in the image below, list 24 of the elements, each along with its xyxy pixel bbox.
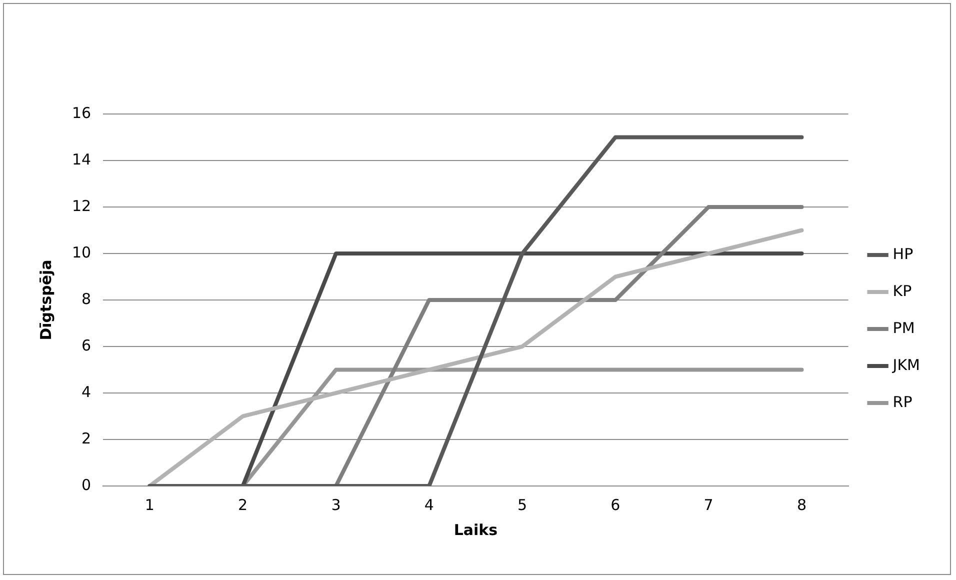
x-axis-title: Laiks <box>454 520 498 539</box>
y-tick-label: 4 <box>82 382 92 401</box>
legend-label: RP <box>892 392 912 411</box>
y-axis-title: Dīgtspēja <box>36 260 55 340</box>
x-tick-label: 6 <box>610 496 620 514</box>
y-tick-label: 16 <box>72 104 92 122</box>
x-tick-label: 8 <box>796 496 806 514</box>
legend-label: JKM <box>892 356 920 374</box>
legend-label: HP <box>892 244 914 263</box>
y-tick-label: 6 <box>82 336 92 354</box>
y-tick-label: 10 <box>72 243 92 262</box>
legend-label: KP <box>892 282 912 300</box>
x-tick-label: 3 <box>331 496 341 514</box>
x-tick-label: 4 <box>424 496 434 514</box>
y-tick-label: 0 <box>82 476 92 494</box>
x-tick-label: 2 <box>238 496 248 514</box>
x-tick-label: 7 <box>704 496 714 514</box>
x-tick-label: 5 <box>517 496 528 514</box>
y-tick-label: 14 <box>72 150 92 168</box>
legend-label: PM <box>892 318 915 337</box>
y-tick-label: 8 <box>82 290 92 308</box>
x-tick-label: 1 <box>144 496 154 514</box>
y-tick-label: 12 <box>72 196 92 215</box>
y-tick-label: 2 <box>82 429 92 448</box>
